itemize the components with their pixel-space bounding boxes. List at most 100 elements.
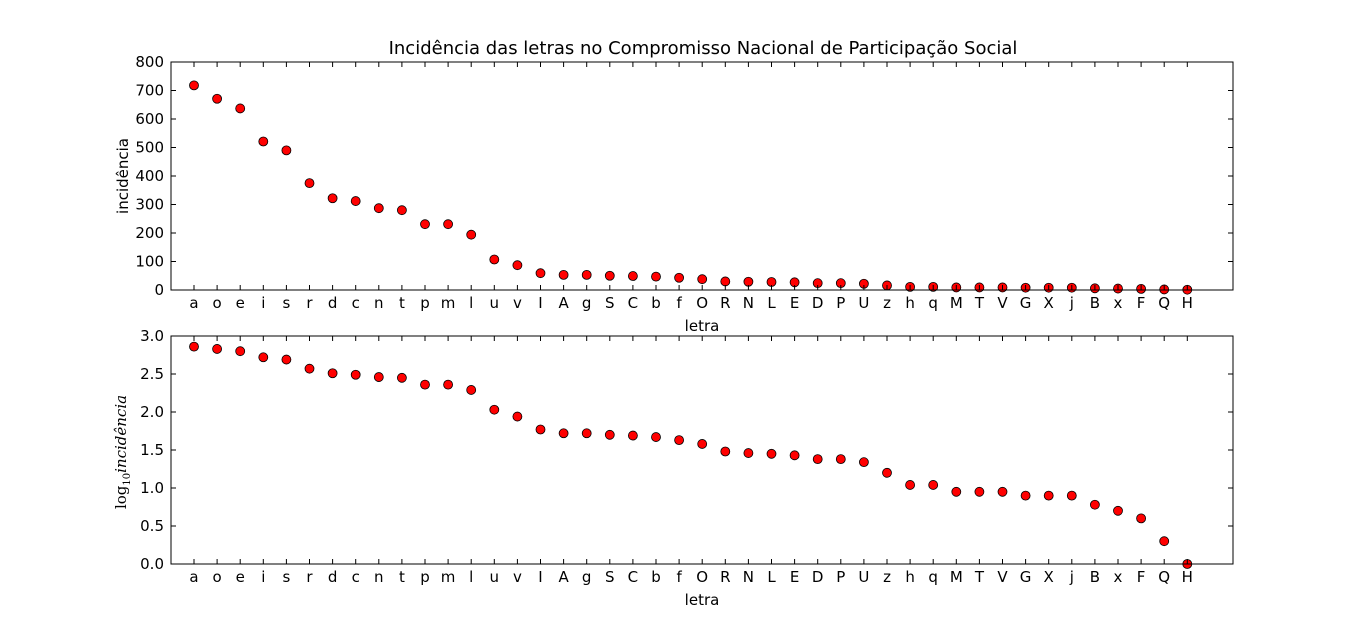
top-x-tick-label: m [441,294,456,312]
bottom-x-tick-label: o [213,568,222,586]
bottom-x-tick-label: g [582,568,592,586]
bottom-data-point [882,467,892,478]
bottom-data-point [697,439,708,449]
top-data-point [258,136,269,147]
top-x-tick-label: H [1182,294,1193,312]
bottom-data-point [1066,490,1077,501]
bottom-data-point [1043,490,1054,501]
top-y-tick-label: 800 [135,53,164,71]
bottom-data-point [928,480,939,490]
top-y-tick-label: 500 [135,139,164,157]
top-x-tick-label: X [1044,294,1054,312]
bottom-data-point [1020,490,1031,501]
bottom-x-tick-label: B [1090,568,1100,586]
bottom-data-point [812,454,823,465]
bottom-data-point [1090,499,1100,510]
top-x-axis-label: letra [685,317,720,335]
bottom-y-axis-label-text: incidência [112,395,130,473]
bottom-y-ticks: 0.0 0.5 1.0 1.5 2.0 2.5 3.0 [140,327,1233,573]
top-data-point [327,193,338,204]
bottom-x-tick-label: t [399,568,405,586]
bottom-data-point [512,411,523,422]
bottom-data-point [743,448,754,458]
bottom-data-point [535,424,546,435]
bottom-x-tick-label: e [236,568,245,586]
top-x-tick-label: j [1069,294,1074,312]
bottom-x-tick-label: s [282,568,290,586]
top-y-tick-label: 100 [135,253,164,271]
bottom-x-tick-label: i [261,568,265,586]
top-data-point [281,145,292,156]
bottom-x-tick-label: N [743,568,754,586]
bottom-x-tick-label: m [441,568,456,586]
bottom-x-tick-label: S [605,568,615,586]
top-x-tick-label: v [513,294,522,312]
top-data-point [373,203,384,214]
top-data-point [489,254,500,265]
bottom-data-point [628,430,638,441]
top-data-point [466,229,477,240]
bottom-data-point [835,454,846,465]
bottom-data-point [674,435,684,446]
top-x-tick-label: F [1137,294,1146,312]
bottom-x-tick-label: n [374,568,384,586]
top-y-ticks: 0 100 200 300 400 500 600 700 800 [135,53,1233,299]
bottom-y-axis-label-log: log [112,485,130,509]
bottom-data-point [859,457,869,468]
top-data-point [420,219,430,230]
top-x-tick-label: P [836,294,845,312]
top-data-point [558,269,569,280]
top-data-point [396,205,407,216]
top-x-tick-label: T [974,294,985,312]
bottom-x-tick-label: D [812,568,824,586]
bottom-data-point [1113,505,1123,516]
top-data-point [350,196,361,206]
top-x-tick-label: B [1090,294,1100,312]
bottom-x-tick-label: P [836,568,845,586]
top-x-tick-label: S [605,294,615,312]
bottom-x-tick-label: C [628,568,638,586]
top-x-tick-label: x [1114,294,1123,312]
bottom-data-point [281,354,292,365]
bottom-data-point [350,369,361,380]
bottom-x-tick-label: j [1069,568,1074,586]
bottom-data-point [235,346,246,357]
top-x-tick-label: G [1020,294,1032,312]
top-data-point [651,271,661,282]
bottom-x-tick-label: O [696,568,708,586]
top-x-tick-label: q [928,294,938,312]
bottom-x-tick-label: A [558,568,569,586]
bottom-data-point [905,480,915,490]
top-x-tick-label: u [490,294,500,312]
bottom-data-point [327,368,338,379]
top-x-tick-label: c [352,294,360,312]
bottom-data-point [489,404,500,415]
bottom-data-point [974,486,985,497]
top-plot-area [171,62,1233,290]
top-x-tick-label: r [306,294,313,312]
top-x-tick-label: V [997,294,1008,312]
top-x-tick-label: g [582,294,592,312]
bottom-x-tick-label: X [1044,568,1054,586]
bottom-data-point [1159,536,1170,547]
top-data-point [512,260,523,271]
bottom-x-tick-label: u [490,568,500,586]
bottom-x-tick-label: U [858,568,869,586]
top-x-tick-label: l [469,294,473,312]
top-x-tick-label: s [282,294,290,312]
bottom-x-axis-label: letra [685,591,720,609]
top-x-tick-label: n [374,294,384,312]
bottom-x-tick-label: Q [1158,568,1170,586]
bottom-data-point [720,446,731,457]
bottom-data-point [581,428,592,439]
bottom-x-tick-label: F [1137,568,1146,586]
top-x-tick-label: a [189,294,198,312]
top-y-tick-label: 400 [135,167,164,185]
top-data-point [743,276,754,287]
bottom-x-tick-label: V [997,568,1008,586]
top-x-tick-label: L [767,294,776,312]
top-data-point [581,269,592,280]
bottom-x-tick-label: v [513,568,522,586]
